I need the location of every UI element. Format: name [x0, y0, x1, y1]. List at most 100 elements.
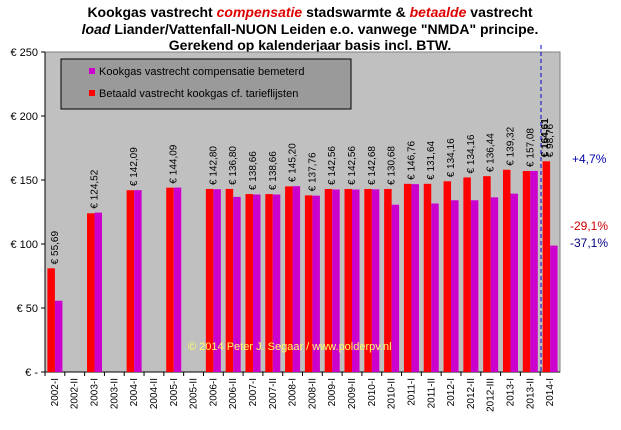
title-l1-part-1: compensatie [217, 4, 303, 20]
value-label: € 136,44 [486, 133, 497, 172]
bar-compensatie [411, 184, 419, 372]
bar-betaald [324, 188, 333, 372]
bar-betaald [384, 188, 392, 372]
bar-betaald [126, 190, 135, 372]
bar-betaald [443, 181, 452, 372]
legend: Kookgas vastrecht compensatie bemeterd B… [60, 58, 352, 110]
bar-betaald [403, 183, 412, 372]
copyright-text: © 2014 Peter J. Segaar / www.polderpv.nl [188, 341, 392, 353]
bars [47, 161, 558, 372]
bar-compensatie [490, 197, 499, 372]
value-label: € 131,64 [426, 140, 437, 179]
value-label: € 98,76 [545, 123, 556, 157]
value-labels: € 55,69 € 124,52 € 142,09 € 144,09 € 142,80 €… [50, 118, 556, 264]
value-label: € 138,66 [248, 151, 259, 190]
bar-compensatie [252, 194, 261, 372]
x-tick-label: 2009-II [347, 378, 358, 409]
x-tick-label: 2013-I [505, 378, 516, 406]
bar-betaald [225, 188, 234, 372]
value-label: € 130,68 [387, 146, 398, 185]
y-tick-label: € 100 [10, 239, 38, 251]
bar-betaald [522, 171, 531, 372]
value-label: € 157,08 [525, 128, 536, 167]
value-label: € 145,20 [288, 143, 299, 182]
y-tick-label: € 250 [10, 47, 38, 59]
bar-betaald [542, 161, 551, 372]
legend-label-betaald: Betaald vastrecht kookgas cf. tarieflijs… [99, 88, 298, 100]
bar-compensatie [54, 300, 63, 372]
title-l2-part-1: Liander/Vattenfall-NUON Leiden e.o. vanw… [110, 21, 538, 37]
bar-betaald [364, 188, 372, 372]
bar-compensatie [332, 189, 340, 372]
bar-compensatie [550, 245, 558, 372]
value-label: € 134,16 [466, 134, 477, 173]
x-tick-label: 2010-I [367, 378, 378, 406]
top-value-label: € 164,61 [540, 118, 551, 157]
bar-compensatie [391, 204, 400, 372]
value-label: € 144,09 [169, 144, 180, 183]
bar-compensatie [272, 194, 281, 372]
x-tick-label: 2002-II [70, 378, 81, 409]
x-tick-label: 2007-II [268, 378, 279, 409]
annotation-minus-red: -29,1% [570, 219, 608, 233]
x-tick-label: 2011-II [426, 378, 437, 408]
x-tick-label: 2004-II [149, 378, 160, 409]
bar-compensatie [371, 189, 380, 372]
x-tick-label: 2008-I [288, 378, 299, 406]
bar-compensatie [94, 212, 103, 372]
x-tick-label: 2004-I [129, 378, 140, 406]
value-label: € 142,56 [327, 146, 338, 185]
x-tick-label: 2007-I [248, 378, 259, 406]
y-tick-label: € - [25, 367, 38, 379]
chart-title-line-1: Kookgas vastrecht compensatie stadswarmt… [87, 4, 532, 20]
title-l1-part-0: Kookgas vastrecht [87, 4, 216, 20]
x-tick-label: 2005-I [169, 378, 180, 406]
chart-title-line-3: Gerekend op kalenderjaar basis incl. BTW… [169, 37, 451, 53]
value-label: € 142,68 [367, 146, 378, 185]
annotation-minus-blue: -37,1% [570, 236, 608, 250]
legend-label-compensatie: Kookgas vastrecht compensatie bemeterd [99, 66, 304, 78]
title-l1-part-3: betaalde [410, 4, 467, 20]
legend-swatch-compensatie [89, 68, 95, 74]
chart-title-line-2: load Liander/Vattenfall-NUON Leiden e.o.… [82, 21, 539, 37]
x-tick-label: 2012-II [466, 378, 477, 409]
x-tick-label: 2006-I [208, 378, 219, 406]
x-tick-label: 2009-I [327, 378, 338, 406]
bar-compensatie [431, 203, 439, 372]
value-label: € 146,76 [406, 140, 417, 179]
bar-compensatie [173, 187, 182, 372]
x-tick-label: 2012-III [486, 378, 497, 412]
bar-betaald [87, 213, 95, 372]
axes: € - € 50 € 100 € 150 € 200 € 250 2002-I 2002-II… [10, 47, 560, 412]
value-label: € 142,56 [347, 146, 358, 185]
y-tick-label: € 150 [10, 175, 38, 187]
value-label: € 142,80 [208, 146, 219, 185]
x-tick-label: 2008-II [307, 378, 318, 409]
value-label: € 139,32 [505, 126, 516, 165]
bar-betaald [502, 169, 511, 372]
x-tick-label: 2014-I [545, 378, 556, 406]
legend-box [60, 58, 352, 110]
x-tick-label: 2002-I [50, 378, 61, 406]
bar-compensatie [233, 196, 241, 372]
value-label: € 134,16 [446, 138, 457, 177]
x-tick-label: 2010-II [387, 378, 398, 409]
bar-compensatie [134, 190, 142, 372]
bar-betaald [205, 188, 214, 372]
bar-betaald [423, 183, 432, 372]
bar-betaald [463, 177, 471, 372]
value-label: € 137,76 [307, 152, 318, 191]
bar-compensatie [510, 193, 518, 372]
bar-betaald [245, 194, 253, 372]
bar-compensatie [213, 189, 221, 372]
value-label: € 136,80 [228, 146, 239, 185]
bar-betaald [47, 268, 55, 372]
y-tick-label: € 50 [17, 303, 38, 315]
value-label: € 142,09 [129, 147, 140, 186]
title-l2-part-0: load [82, 21, 111, 37]
value-label: € 124,52 [90, 169, 101, 208]
bar-compensatie [312, 195, 320, 372]
x-tick-label: 2003-II [109, 378, 120, 409]
